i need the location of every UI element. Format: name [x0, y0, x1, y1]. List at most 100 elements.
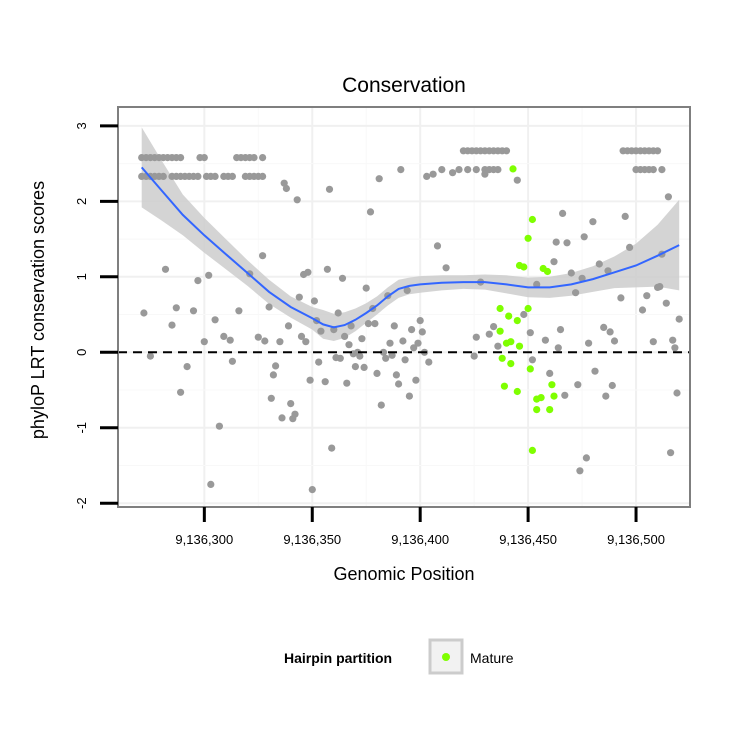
point-hairpin	[401, 356, 409, 364]
point-hairpin	[360, 363, 368, 371]
point-hairpin	[308, 486, 316, 494]
point-hairpin	[490, 323, 498, 331]
x-tick-label: 9,136,400	[391, 532, 449, 547]
point-hairpin	[455, 166, 463, 174]
point-hairpin	[438, 166, 446, 174]
point-hairpin	[541, 336, 550, 344]
y-tick-label: 3	[74, 122, 89, 129]
point-hairpin	[306, 376, 314, 384]
point-hairpin	[177, 388, 185, 396]
smooth-line-layer	[118, 166, 690, 354]
point-hairpin	[304, 268, 312, 276]
point-hairpin	[412, 376, 420, 384]
point-hairpin	[667, 449, 675, 457]
point-hairpin	[207, 480, 215, 488]
point-hairpin	[265, 303, 273, 311]
point-hairpin	[472, 166, 480, 174]
point-hairpin	[608, 381, 616, 390]
point-mature	[524, 234, 532, 242]
point-hairpin	[235, 307, 243, 315]
point-hairpin	[254, 333, 262, 341]
point-hairpin	[358, 335, 366, 343]
point-hairpin	[556, 326, 565, 334]
point-hairpin	[416, 317, 424, 325]
point-hairpin	[526, 329, 534, 337]
point-hairpin	[228, 357, 236, 365]
point-hairpin	[643, 292, 651, 300]
point-hairpin	[323, 265, 331, 273]
point-hairpin	[146, 352, 154, 360]
point-hairpin	[494, 166, 502, 174]
point-hairpin	[334, 309, 342, 317]
point-hairpin	[177, 154, 185, 162]
point-hairpin	[276, 338, 284, 346]
point-hairpin	[600, 323, 608, 331]
point-hairpin	[325, 185, 334, 193]
plot-panel	[118, 107, 690, 507]
point-hairpin	[345, 341, 353, 349]
point-hairpin	[602, 392, 610, 400]
point-hairpin	[582, 454, 591, 462]
point-hairpin	[649, 166, 657, 174]
point-hairpin	[295, 293, 303, 301]
point-mature	[543, 267, 552, 276]
point-hairpin	[159, 172, 167, 180]
point-hairpin	[140, 309, 148, 317]
point-mature	[528, 446, 537, 454]
point-hairpin	[284, 322, 293, 330]
point-hairpin	[550, 258, 558, 266]
point-hairpin	[656, 283, 664, 291]
point-hairpin	[351, 363, 359, 371]
point-hairpin	[414, 339, 422, 347]
point-hairpin	[675, 315, 683, 323]
point-hairpin	[464, 166, 472, 174]
loess-smooth-line	[140, 166, 680, 329]
point-hairpin	[576, 467, 584, 475]
point-hairpin	[250, 154, 258, 162]
point-hairpin	[502, 147, 511, 155]
point-mature	[533, 395, 541, 403]
point-hairpin	[211, 316, 219, 324]
point-hairpin	[408, 326, 416, 334]
point-mature	[498, 354, 506, 362]
point-hairpin	[228, 172, 236, 180]
legend: Hairpin partition Mature	[284, 638, 514, 675]
y-tick-label: -1	[74, 422, 89, 434]
point-hairpin	[572, 289, 580, 297]
point-mature	[526, 365, 534, 373]
legend-title: Hairpin partition	[284, 650, 392, 666]
x-tick-label: 9,136,500	[607, 532, 665, 547]
point-hairpin	[328, 444, 336, 452]
point-hairpin	[546, 369, 554, 377]
point-mature	[496, 304, 504, 313]
point-hairpin	[371, 320, 379, 328]
point-hairpin	[341, 332, 349, 340]
point-hairpin	[513, 176, 521, 184]
legend-label-mature: Mature	[470, 650, 514, 666]
point-hairpin	[481, 170, 489, 178]
x-tick-label: 9,136,350	[283, 532, 341, 547]
point-hairpin	[220, 332, 228, 340]
point-mature	[505, 312, 513, 320]
chart-title: Conservation	[342, 74, 466, 97]
legend-key-mature	[442, 653, 450, 661]
point-hairpin	[649, 338, 657, 346]
point-hairpin	[315, 358, 323, 366]
point-mature	[550, 392, 558, 400]
point-hairpin	[291, 410, 299, 418]
point-hairpin	[470, 352, 478, 360]
point-hairpin	[671, 344, 679, 352]
point-hairpin	[278, 414, 286, 422]
points-layer	[138, 147, 683, 494]
point-mature	[507, 360, 515, 368]
y-tick-label: -2	[74, 497, 89, 509]
point-mature	[496, 327, 504, 335]
x-tick-label: 9,136,450	[499, 532, 557, 547]
point-hairpin	[161, 265, 170, 273]
point-hairpin	[626, 243, 634, 251]
point-mature	[500, 382, 508, 390]
point-hairpin	[366, 208, 375, 216]
point-hairpin	[606, 328, 614, 336]
